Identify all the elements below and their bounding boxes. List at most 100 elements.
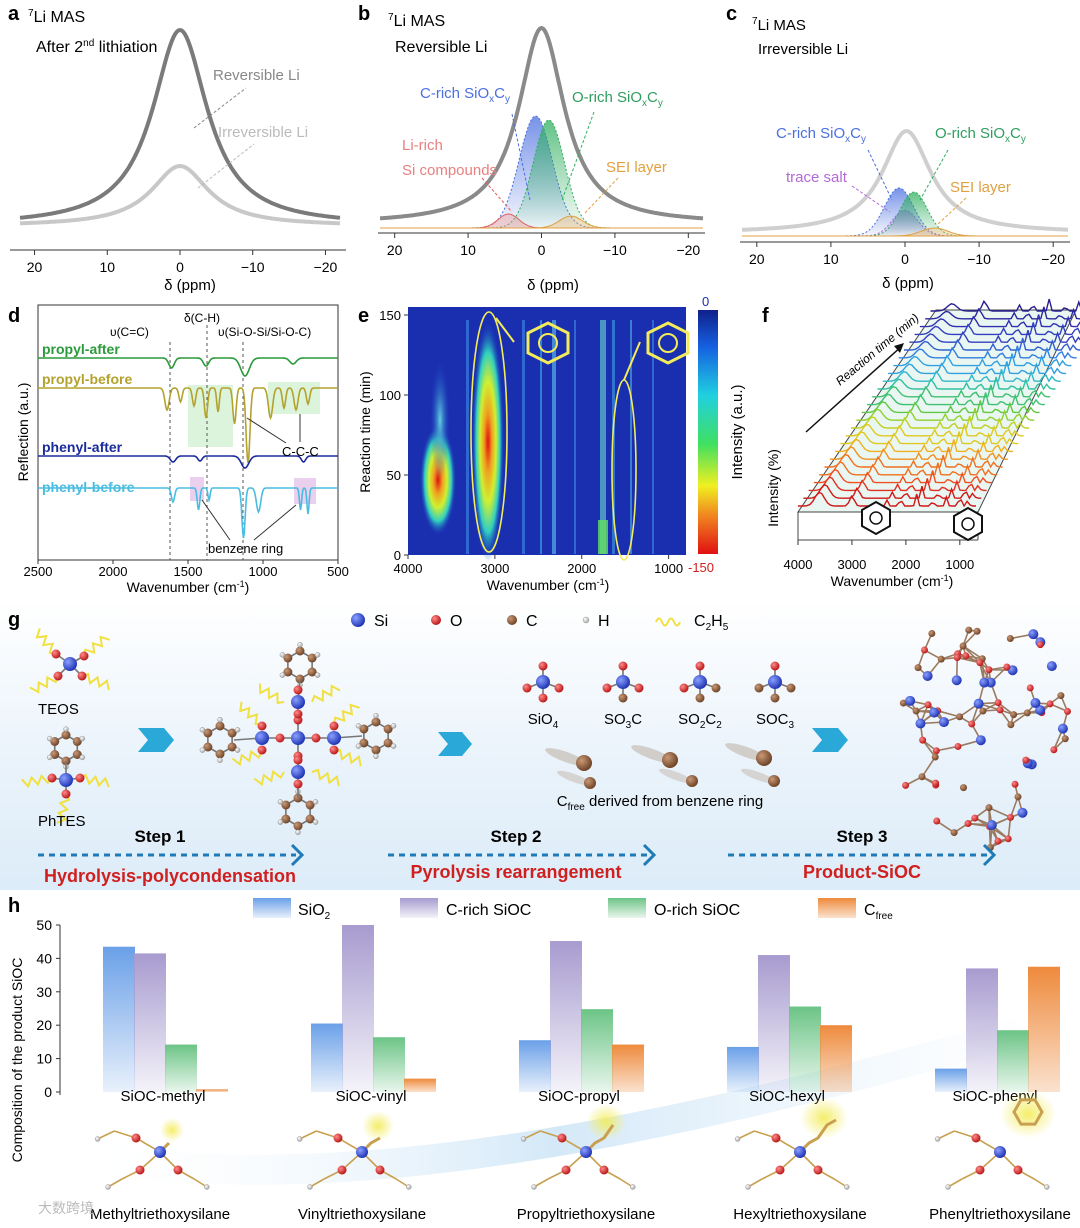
h-atom xyxy=(312,799,319,805)
siox-network xyxy=(899,626,1071,851)
bar xyxy=(550,941,582,1092)
bar xyxy=(935,1068,967,1092)
si-atom xyxy=(291,695,305,709)
si-atom xyxy=(975,735,986,746)
c-atom xyxy=(754,683,764,693)
pointer xyxy=(867,149,893,201)
x-tick-label: 2000 xyxy=(99,564,128,579)
c-atom xyxy=(950,829,958,837)
h-atom xyxy=(312,819,319,825)
c-atom xyxy=(959,784,967,792)
si-atom xyxy=(1017,807,1028,818)
x-tick-label: 10 xyxy=(460,242,476,258)
h-atom xyxy=(373,712,379,719)
species-label: SO2C2 xyxy=(678,711,722,731)
panel-letter: g xyxy=(8,609,20,631)
spectrum-line xyxy=(888,361,1067,375)
legend-swatch xyxy=(818,898,856,918)
y-tick-label: 30 xyxy=(36,984,52,1000)
phenyl-after-curve xyxy=(38,455,338,469)
ethyl-chain xyxy=(259,683,285,705)
si-atom xyxy=(1057,723,1068,734)
h-atom xyxy=(279,652,286,658)
panel-letter: f xyxy=(762,305,769,327)
o-atom xyxy=(293,685,303,695)
bar xyxy=(342,925,374,1092)
o-atom xyxy=(61,789,71,799)
spectrum-line xyxy=(851,415,1029,430)
ethyl-chain-icon xyxy=(655,617,681,627)
panel-d: d propyl-after propyl-before phenyl-afte… xyxy=(8,304,349,595)
panel-g-background xyxy=(0,600,1080,890)
h-atom xyxy=(277,819,284,825)
h-atom xyxy=(297,641,303,648)
heat-streak xyxy=(552,320,556,554)
sei-peak xyxy=(742,227,1068,237)
legend-label: C xyxy=(526,613,538,630)
spectrum-line xyxy=(877,376,1056,391)
bond xyxy=(1009,796,1019,818)
heat-streak xyxy=(630,320,632,554)
o-atom xyxy=(994,837,1002,845)
ethyl-chain xyxy=(239,701,263,725)
o-atom xyxy=(775,1165,785,1175)
x-tick-label: 1000 xyxy=(654,561,683,576)
li-rich-label: Li-rich xyxy=(402,137,443,154)
molecule-name: Hexyltriethoxysilane xyxy=(733,1206,866,1223)
ethyl-chain xyxy=(311,684,341,703)
c-atom xyxy=(359,724,369,734)
bond xyxy=(988,806,1011,819)
x-tick-label: −20 xyxy=(314,259,338,275)
spectrum-line xyxy=(824,453,1003,469)
benzene-icon xyxy=(869,511,883,525)
o-rich-label: O-rich SiOxCy xyxy=(572,89,663,109)
heat-streak xyxy=(598,520,608,554)
si-atom xyxy=(59,773,73,787)
x-tick-label: 10 xyxy=(99,259,115,275)
trace-salt-label: trace salt xyxy=(786,169,848,186)
highlight-band xyxy=(188,385,233,447)
spectrum-line xyxy=(919,314,1080,328)
chevron-right-icon xyxy=(290,843,305,867)
waterfall-spectra xyxy=(798,298,1080,508)
c-atom-icon xyxy=(507,615,517,625)
x-axis-label: Wavenumber (cm-1) xyxy=(487,577,610,593)
legend-label: O-rich SiOC xyxy=(654,902,740,919)
bond xyxy=(1007,817,1012,839)
legend-label: SiO2 xyxy=(298,902,331,922)
panel-title: 7Li MAS xyxy=(752,16,806,34)
h-atom xyxy=(390,723,397,729)
phenyl-before-curve xyxy=(38,487,338,539)
o-atom xyxy=(329,721,339,731)
o-atom xyxy=(557,1133,567,1143)
step-label: Step 3 xyxy=(836,827,887,846)
x-tick-label: 10 xyxy=(823,251,839,267)
bar xyxy=(103,946,135,1092)
step-name: Pyrolysis rearrangement xyxy=(410,862,621,882)
annotation: δ(C-H) xyxy=(184,311,220,325)
x-tick-label: 2000 xyxy=(891,557,920,572)
o-atom xyxy=(634,683,644,693)
o-atom xyxy=(293,779,303,789)
c-atom xyxy=(1007,721,1015,729)
annotation: benzene ring xyxy=(208,541,283,556)
x-tick-label: 20 xyxy=(749,251,765,267)
step-arrow-icon xyxy=(138,728,174,752)
ethyl-chain xyxy=(79,773,110,788)
spectrum-line xyxy=(819,461,998,477)
c-atom xyxy=(383,724,393,734)
o-rich-label: O-rich SiOxCy xyxy=(935,125,1026,145)
reversible-li-label: Reversible Li xyxy=(213,67,300,84)
h-atom xyxy=(355,743,362,749)
panel-letter: b xyxy=(358,3,370,25)
bar xyxy=(311,1023,343,1092)
c-atom xyxy=(293,821,303,831)
panel-letter: a xyxy=(8,3,20,25)
bar xyxy=(966,968,998,1092)
sei-peak xyxy=(380,215,703,229)
h-atom xyxy=(217,716,223,723)
spectrum-line xyxy=(829,446,1008,461)
o-atom xyxy=(135,1165,145,1175)
panel-e: e 0 -150 Intensity (a.u.) 4000 3000 2000 10… xyxy=(357,294,746,593)
